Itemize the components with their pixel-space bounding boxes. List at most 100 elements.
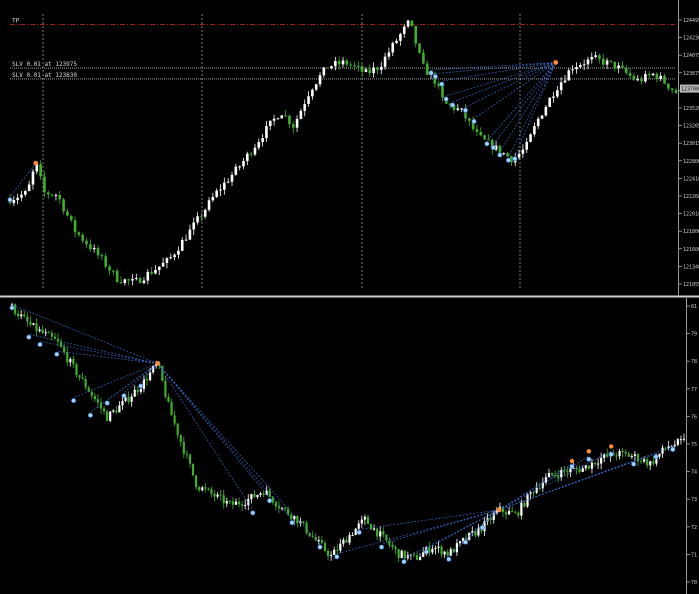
trade-entry-marker[interactable]: [462, 107, 468, 113]
trade-entry-marker[interactable]: [631, 461, 637, 467]
trade-entry-marker[interactable]: [608, 451, 614, 457]
trade-entry-marker[interactable]: [471, 118, 477, 124]
trade-entry-marker[interactable]: [484, 141, 490, 147]
candle-body: [135, 278, 138, 280]
trade-entry-marker[interactable]: [250, 510, 256, 516]
trade-entry-marker[interactable]: [490, 145, 496, 151]
candle-body: [20, 314, 23, 317]
trade-exit-marker[interactable]: [496, 507, 502, 513]
candle-body: [247, 499, 250, 505]
trade-entry-marker[interactable]: [401, 559, 407, 565]
trade-entry-marker[interactable]: [512, 156, 518, 162]
trade-entry-marker[interactable]: [670, 446, 676, 452]
trade-entry-marker[interactable]: [289, 520, 295, 526]
trade-sell-marker[interactable]: [609, 444, 614, 449]
candle-body: [72, 358, 75, 365]
trade-entry-marker[interactable]: [356, 529, 362, 535]
candle-body: [73, 220, 77, 233]
trade-entry-marker[interactable]: [104, 400, 110, 406]
candle-body: [191, 463, 195, 476]
candle-body: [584, 465, 587, 469]
y-axis-tick-label: 70: [691, 580, 697, 586]
trade-entry-marker[interactable]: [439, 81, 445, 87]
candle-body: [673, 444, 676, 447]
candle-body: [569, 468, 572, 473]
trade-entry-marker[interactable]: [446, 556, 452, 562]
trade-sell-marker[interactable]: [569, 458, 575, 464]
trade-entry-marker[interactable]: [586, 456, 592, 462]
trade-entry-marker[interactable]: [26, 334, 32, 340]
candle-body: [92, 247, 96, 250]
trade-entry-marker[interactable]: [497, 152, 503, 158]
candle-body: [44, 332, 47, 334]
candle-body: [540, 115, 544, 119]
candle-body: [510, 156, 513, 163]
candle-body: [364, 69, 368, 72]
candle-body: [268, 120, 272, 127]
candle-body: [24, 191, 27, 195]
candle-body: [165, 258, 169, 263]
candle-body: [541, 482, 544, 489]
trade-entry-marker[interactable]: [71, 398, 77, 404]
trade-entry-marker[interactable]: [423, 549, 429, 555]
trade-exit-marker[interactable]: [553, 60, 559, 65]
candle-body: [23, 314, 26, 317]
top-chart-panel[interactable]: TP SLV 0.01 at 123975 SLV 0.01 at 123830 12…: [7, 14, 699, 290]
trade-entry-marker[interactable]: [267, 498, 273, 504]
level-label: TP: [12, 17, 20, 24]
trade-entry-marker[interactable]: [463, 539, 469, 545]
trade-entry-marker[interactable]: [569, 464, 575, 470]
candle-body: [572, 468, 575, 470]
candle-body: [400, 550, 403, 559]
trade-entry-marker[interactable]: [379, 544, 385, 550]
trade-entry-marker[interactable]: [9, 305, 15, 311]
trade-entry-marker[interactable]: [37, 341, 43, 347]
trade-entry-marker[interactable]: [450, 102, 456, 108]
level-label: SLV 0.01 at 123975: [12, 61, 77, 68]
trade-entry-marker[interactable]: [334, 554, 340, 560]
trade-entry-marker[interactable]: [653, 454, 659, 460]
trade-entry-marker[interactable]: [7, 197, 13, 203]
candle-body: [639, 461, 643, 463]
candle-body: [422, 552, 425, 557]
candle-body: [69, 215, 73, 221]
candle-body: [605, 60, 609, 65]
trade-entry-marker[interactable]: [432, 74, 438, 80]
candle-body: [291, 124, 295, 128]
trade-exit-marker[interactable]: [33, 160, 39, 166]
trade-entry-marker[interactable]: [121, 393, 127, 399]
trade-entry-marker[interactable]: [479, 525, 485, 531]
trade-line: [499, 463, 573, 511]
candle-body: [47, 332, 50, 334]
candle-body: [379, 531, 382, 537]
trade-entry-marker[interactable]: [428, 70, 434, 76]
trade-entry-marker[interactable]: [54, 351, 60, 357]
trade-entry-marker[interactable]: [87, 412, 93, 418]
trade-line: [140, 363, 158, 384]
trade-entry-marker[interactable]: [505, 157, 511, 163]
candle-body: [288, 115, 291, 125]
candle-body: [636, 454, 640, 462]
candle-body: [483, 135, 486, 140]
trade-entry-marker[interactable]: [443, 96, 449, 102]
candle-body: [121, 401, 124, 406]
trade-exit-marker[interactable]: [155, 361, 161, 366]
candle-body: [525, 141, 529, 150]
trade-entry-marker[interactable]: [138, 383, 144, 389]
trade-entry-marker[interactable]: [317, 544, 323, 550]
candle-body: [556, 90, 559, 97]
bottom-chart-panel[interactable]: 81 79 78 77 76 75 74 73 72 71 70: [9, 302, 697, 586]
candle-body: [437, 546, 440, 548]
candle-body: [81, 377, 84, 379]
candle-body: [50, 332, 53, 337]
candle-body: [492, 513, 495, 521]
candle-body: [272, 118, 276, 121]
candle-body: [109, 411, 112, 421]
candle-body: [204, 487, 207, 489]
y-axis-tick-label: 77: [691, 387, 697, 393]
candle-body: [383, 56, 387, 67]
candle-body: [353, 65, 356, 67]
candle-body: [372, 528, 376, 530]
trade-sell-marker[interactable]: [586, 449, 591, 454]
candle-body: [62, 199, 65, 212]
